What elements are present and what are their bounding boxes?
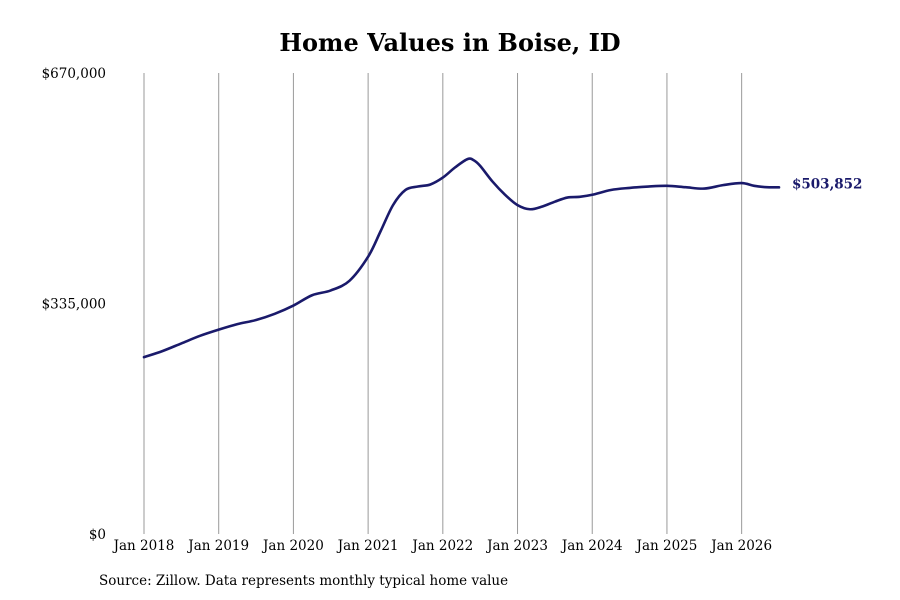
x-tick-label: Jan 2025 bbox=[635, 538, 698, 554]
chart-title: Home Values in Boise, ID bbox=[279, 28, 621, 57]
y-tick-label: $0 bbox=[89, 527, 106, 543]
y-tick-label: $335,000 bbox=[42, 297, 106, 313]
x-tick-label: Jan 2021 bbox=[336, 538, 399, 554]
x-tick-label: Jan 2024 bbox=[560, 538, 623, 554]
x-tick-label: Jan 2020 bbox=[261, 538, 324, 554]
x-tick-label: Jan 2023 bbox=[485, 538, 548, 554]
x-tick-label: Jan 2026 bbox=[709, 538, 772, 554]
end-value-label: $503,852 bbox=[792, 176, 862, 192]
series-line bbox=[142, 157, 781, 359]
x-tick-label: Jan 2022 bbox=[410, 538, 473, 554]
source-note: Source: Zillow. Data represents monthly … bbox=[99, 573, 509, 589]
x-tick-label: Jan 2019 bbox=[186, 538, 249, 554]
x-tick-label: Jan 2018 bbox=[112, 538, 175, 554]
y-tick-label: $670,000 bbox=[42, 66, 106, 82]
